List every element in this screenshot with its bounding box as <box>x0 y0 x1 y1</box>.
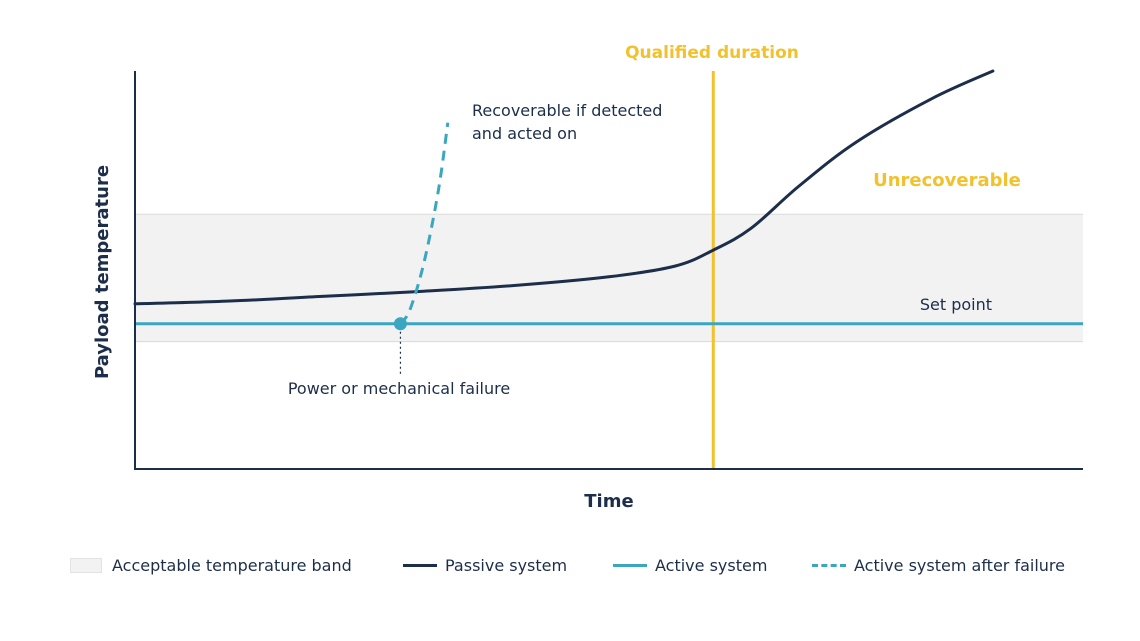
legend-item-passive: Passive system <box>403 552 567 578</box>
failure-point-marker <box>393 317 407 331</box>
chart: Time Payload temperature Qualified durat… <box>92 43 1083 512</box>
legend-item-active: Active system <box>613 552 767 578</box>
set-point-label: Set point <box>920 295 992 314</box>
legend-passive-swatch <box>403 563 437 567</box>
legend-label: Active system after failure <box>854 555 1065 575</box>
legend-label: Passive system <box>445 555 568 575</box>
failure-label: Power or mechanical failure <box>288 379 510 398</box>
legend-active-swatch <box>613 563 647 567</box>
x-axis-label: Time <box>584 491 633 512</box>
legend-active-failure-swatch <box>812 563 846 567</box>
qualified-duration-label: Qualified duration <box>625 43 799 63</box>
recoverable-label-line-2: and acted on <box>472 124 577 143</box>
legend-band-swatch <box>70 557 102 573</box>
legend: Acceptable temperature band Passive syst… <box>70 552 1130 578</box>
legend-item-active-failure: Active system after failure <box>812 552 1065 578</box>
y-axis-label: Payload temperature <box>92 165 113 379</box>
legend-item-band: Acceptable temperature band <box>70 552 352 578</box>
recoverable-label-line-1: Recoverable if detected <box>472 101 662 120</box>
passive-system-line <box>133 69 995 306</box>
legend-label: Active system <box>655 555 768 575</box>
unrecoverable-label: Unrecoverable <box>873 170 1021 191</box>
legend-label: Acceptable temperature band <box>112 555 352 575</box>
